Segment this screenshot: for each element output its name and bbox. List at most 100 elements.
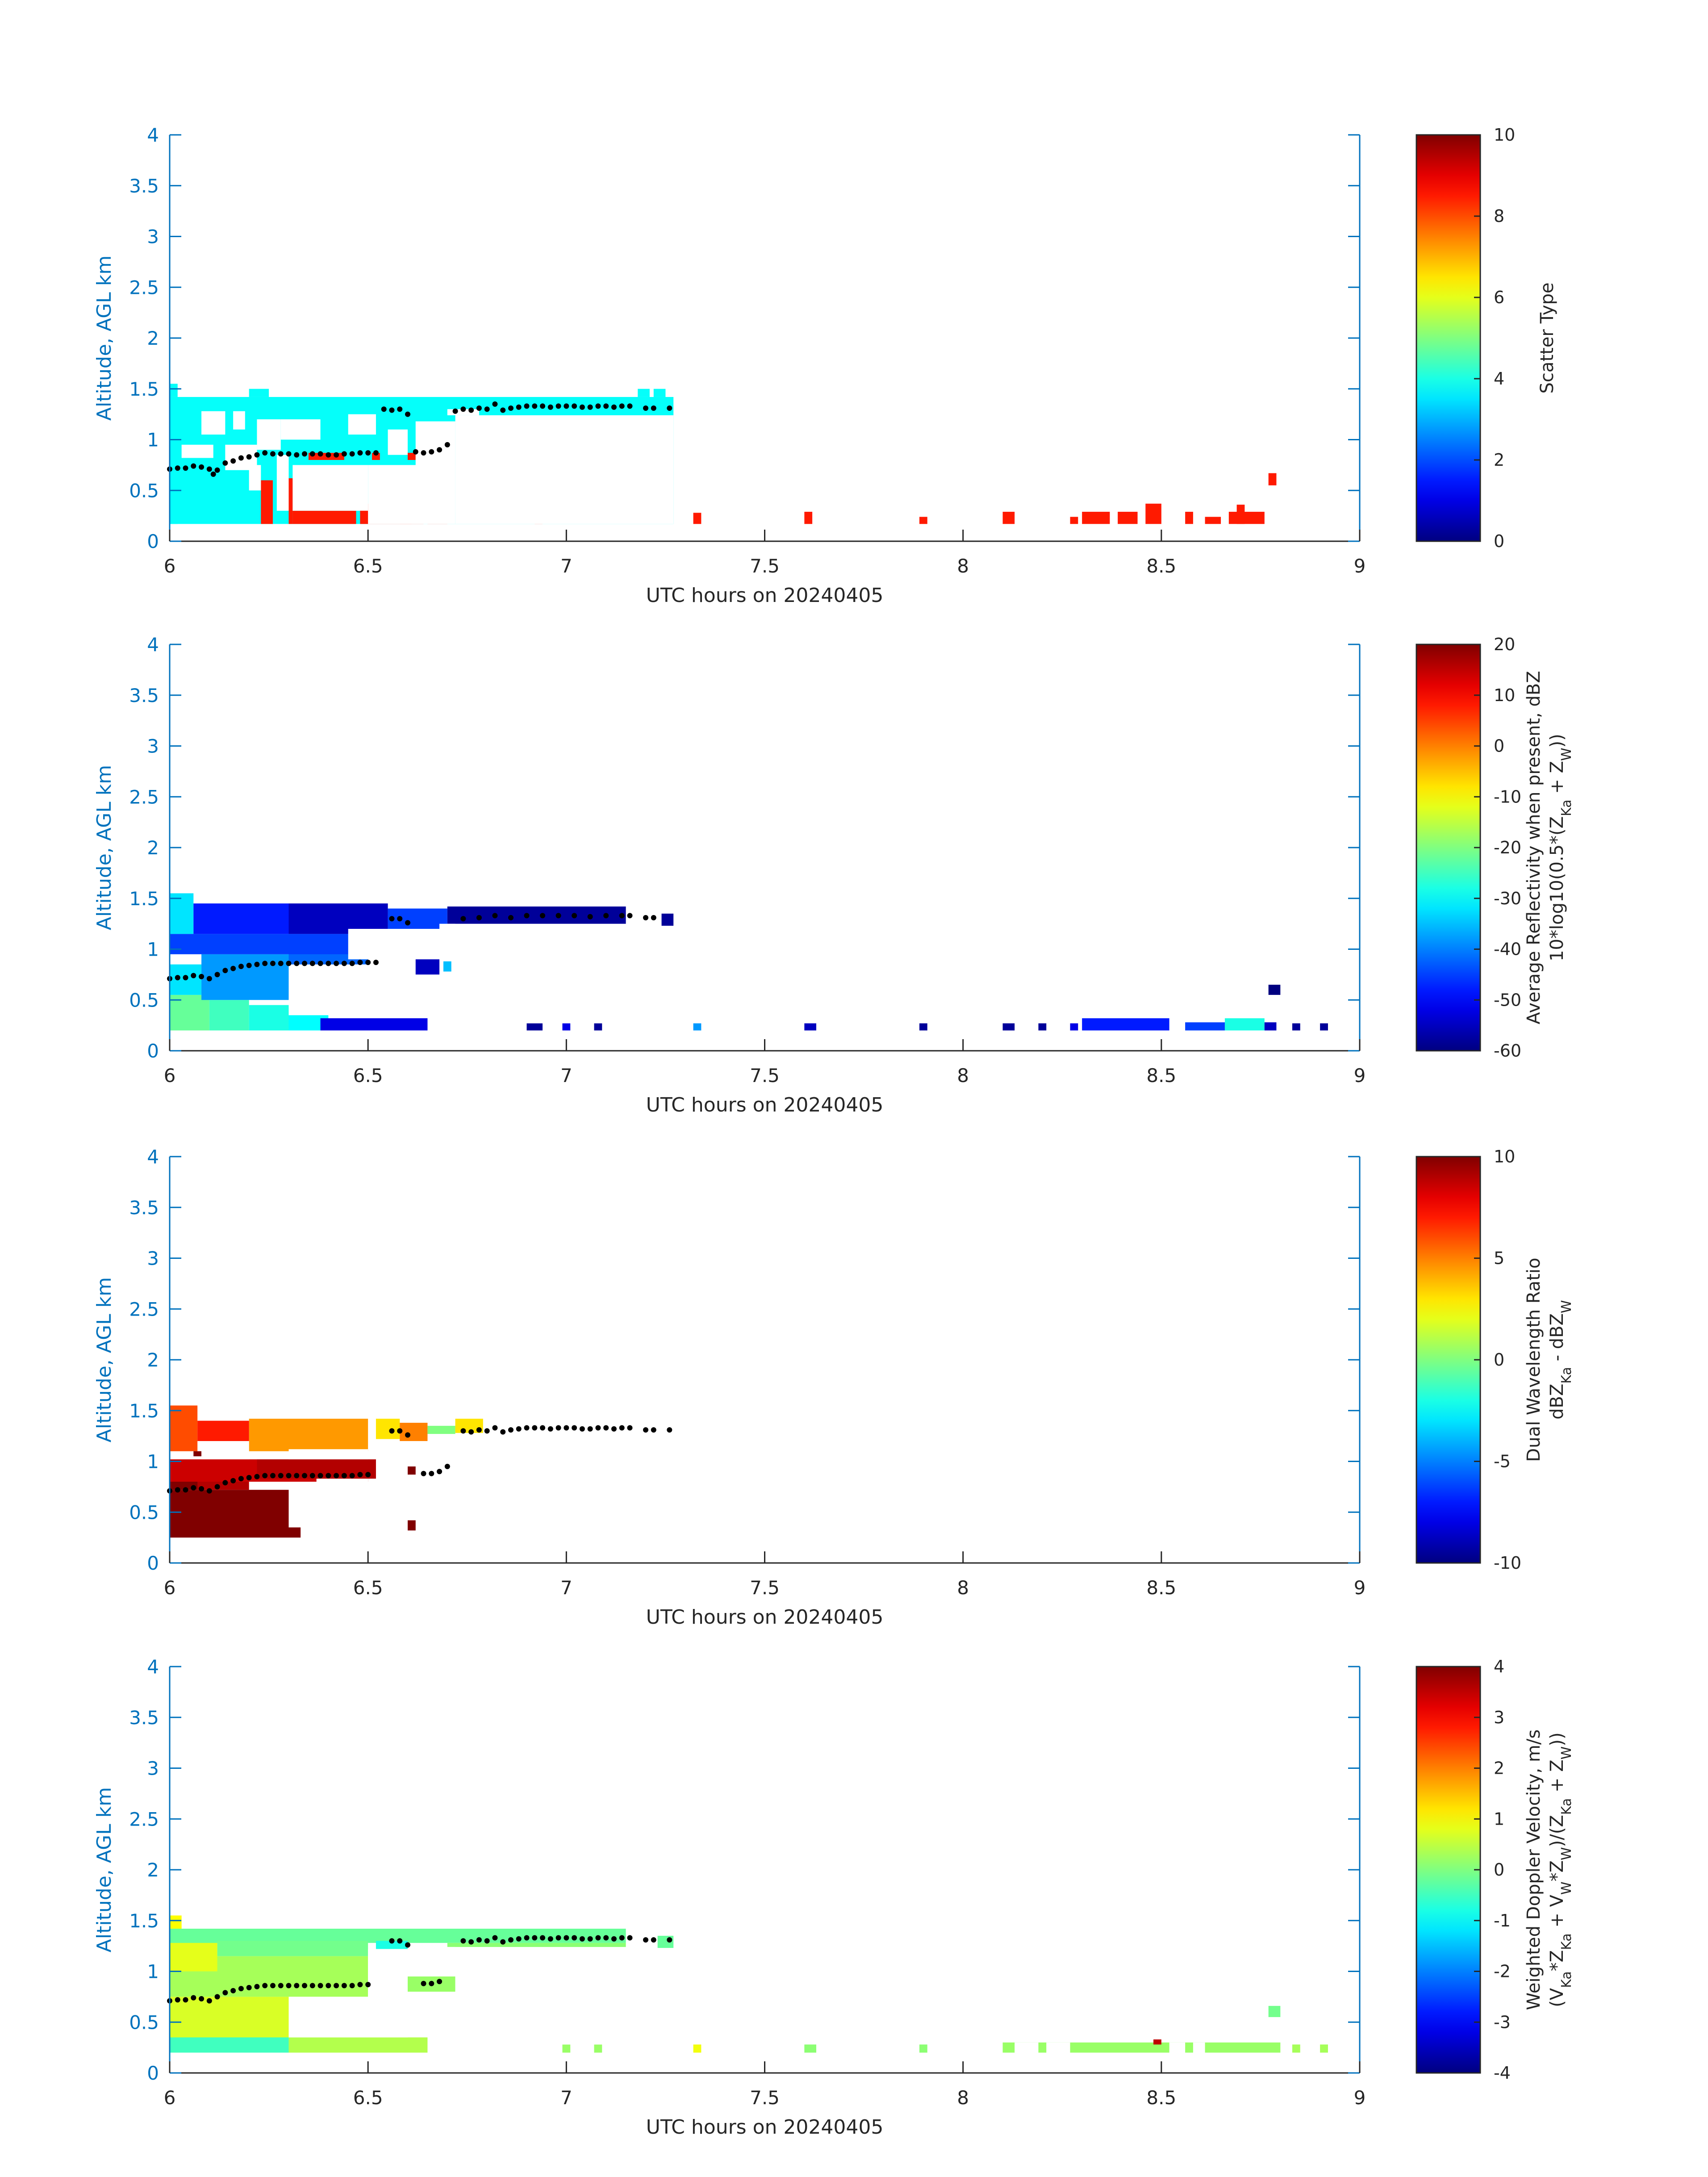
colorbar-tick-label: 3 (1494, 1708, 1504, 1727)
trace-point (254, 1474, 260, 1479)
trace-point (651, 1937, 656, 1943)
x-tick-label: 7 (560, 2087, 572, 2109)
trace-point (540, 403, 546, 409)
trace-point (389, 407, 395, 413)
data-cell (1038, 1023, 1047, 1031)
trace-point (619, 1425, 625, 1431)
x-tick-label: 6.5 (353, 555, 383, 577)
trace-point (579, 404, 585, 410)
trace-point (278, 1473, 284, 1479)
trace-point (302, 451, 308, 457)
x-tick-label: 9 (1354, 2087, 1366, 2109)
trace-point (651, 1427, 656, 1433)
no-data-gap (1046, 2042, 1070, 2053)
colorbar-tick-label: 1 (1494, 1809, 1504, 1829)
trace-point (270, 1473, 276, 1479)
colorbar-tick-label: 4 (1494, 369, 1504, 389)
data-cell (1268, 2006, 1281, 2017)
trace-point (587, 1426, 593, 1432)
data-cell (388, 908, 447, 929)
trace-point (357, 960, 363, 965)
y-tick-label: 2.5 (129, 1808, 159, 1830)
colorbar-tick-label: 10 (1494, 125, 1515, 145)
trace-point (175, 1997, 180, 2003)
trace-point (286, 451, 292, 457)
colorbar-label: Average Reflectivity when present, dBZ (1524, 671, 1544, 1024)
colorbar-formula: 10*log10(0.5*(ZKa + ZW)) (1547, 734, 1574, 961)
trace-point (270, 1983, 276, 1989)
trace-point (326, 1983, 331, 1989)
colorbar-tick-label: 10 (1494, 685, 1515, 705)
trace-point (595, 403, 601, 409)
data-cell (594, 1023, 602, 1031)
colorbar-label: Weighted Doppler Velocity, m/s (1524, 1730, 1544, 2010)
no-data-gap (348, 929, 416, 960)
trace-point (468, 1939, 474, 1945)
colorbar (1416, 643, 1481, 1052)
trace-point (516, 1936, 522, 1942)
trace-point (484, 1428, 490, 1434)
trace-point (309, 961, 315, 966)
trace-point (183, 1487, 188, 1493)
trace-point (564, 1935, 569, 1941)
trace-point (603, 913, 609, 919)
trace-point (270, 451, 276, 457)
data-cell (427, 1425, 455, 1434)
trace-point (595, 1425, 601, 1431)
trace-point (294, 1473, 300, 1479)
y-tick-label: 1.5 (129, 1400, 159, 1422)
no-data-gap (181, 444, 213, 458)
y-tick-label: 1 (147, 429, 159, 451)
trace-point (397, 1428, 403, 1434)
trace-point (210, 471, 216, 477)
x-tick-label: 6.5 (353, 1065, 383, 1086)
trace-point (389, 1938, 395, 1944)
colorbar-tick-label: 8 (1494, 206, 1504, 226)
y-tick-label: 1 (147, 1451, 159, 1473)
data-cell (261, 480, 273, 524)
x-tick-label: 9 (1354, 1577, 1366, 1599)
no-data-gap (455, 926, 674, 1024)
trace-point (317, 961, 323, 966)
x-tick-label: 7.5 (750, 555, 780, 577)
trace-point (254, 961, 260, 967)
no-data-gap (201, 411, 226, 435)
data-cell (408, 1520, 416, 1531)
trace-point (334, 961, 339, 966)
data-cell (919, 1023, 927, 1031)
x-tick-label: 7.5 (750, 1065, 780, 1086)
data-cell (170, 1405, 198, 1451)
trace-point (508, 405, 514, 411)
trace-point (492, 1425, 498, 1431)
trace-point (309, 1983, 315, 1989)
x-tick-label: 8.5 (1146, 2087, 1176, 2109)
trace-point (365, 450, 371, 456)
data-cell (661, 913, 674, 926)
colorbar-tick-label: 2 (1494, 450, 1504, 470)
colorbar (1416, 1666, 1481, 2074)
y-tick-label: 3 (147, 1758, 159, 1780)
data-cell (257, 1459, 376, 1479)
trace-point (183, 465, 188, 471)
y-axis-label: Altitude, AGL km (93, 765, 116, 930)
trace-point (389, 1428, 395, 1434)
y-tick-label: 3.5 (129, 1197, 159, 1219)
trace-point (524, 1935, 530, 1941)
trace-point (349, 1983, 355, 1989)
trace-point (334, 1983, 339, 1989)
y-tick-label: 2 (147, 1859, 159, 1881)
trace-point (540, 913, 546, 919)
colorbar-tick-label: 2 (1494, 1759, 1504, 1778)
y-tick-label: 3 (147, 226, 159, 248)
y-tick-label: 1 (147, 1961, 159, 1983)
trace-point (373, 960, 379, 965)
trace-point (444, 1463, 450, 1469)
trace-point (413, 449, 418, 455)
trace-point (651, 915, 656, 920)
trace-point (547, 1426, 553, 1432)
data-cell (201, 954, 289, 1000)
data-cell (170, 1941, 217, 1972)
trace-point (278, 451, 284, 457)
colorbar-label: Scatter Type (1537, 283, 1558, 394)
data-cell (653, 389, 666, 397)
